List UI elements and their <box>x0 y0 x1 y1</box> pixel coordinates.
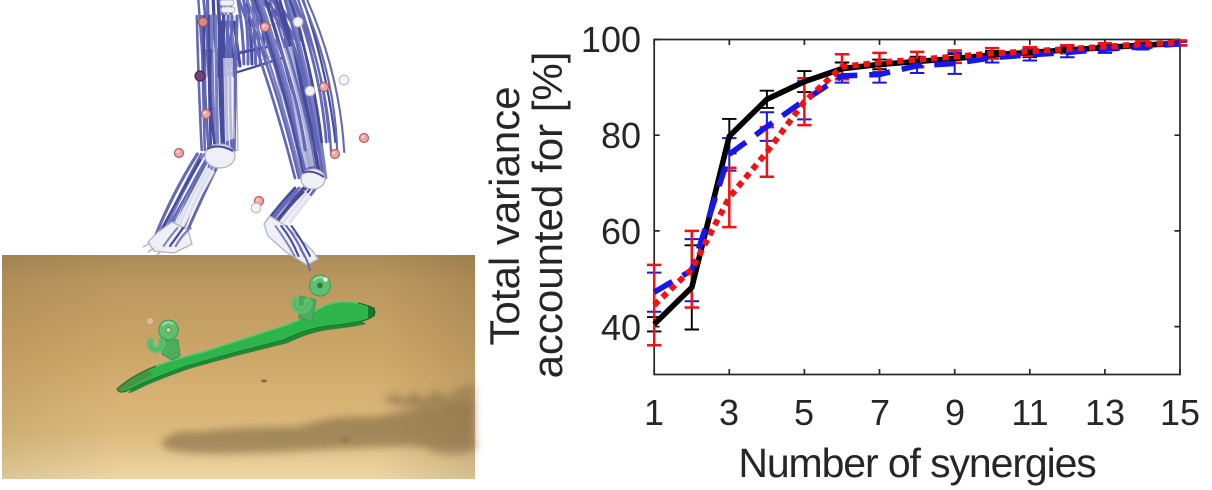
svg-text:13: 13 <box>1085 392 1125 433</box>
svg-text:60: 60 <box>601 211 641 252</box>
svg-text:3: 3 <box>719 392 739 433</box>
svg-text:15: 15 <box>1160 392 1200 433</box>
svg-text:100: 100 <box>581 19 641 60</box>
svg-text:80: 80 <box>601 115 641 156</box>
svg-text:11: 11 <box>1011 392 1048 433</box>
svg-text:7: 7 <box>870 392 890 433</box>
svg-text:Number of synergies: Number of synergies <box>738 440 1096 486</box>
svg-text:1: 1 <box>644 392 664 433</box>
svg-text:5: 5 <box>794 392 814 433</box>
svg-text:Total variance: Total variance <box>481 86 528 345</box>
svg-text:9: 9 <box>945 392 965 433</box>
svg-text:accounted for [%]: accounted for [%] <box>524 52 571 379</box>
svg-text:40: 40 <box>601 307 641 348</box>
